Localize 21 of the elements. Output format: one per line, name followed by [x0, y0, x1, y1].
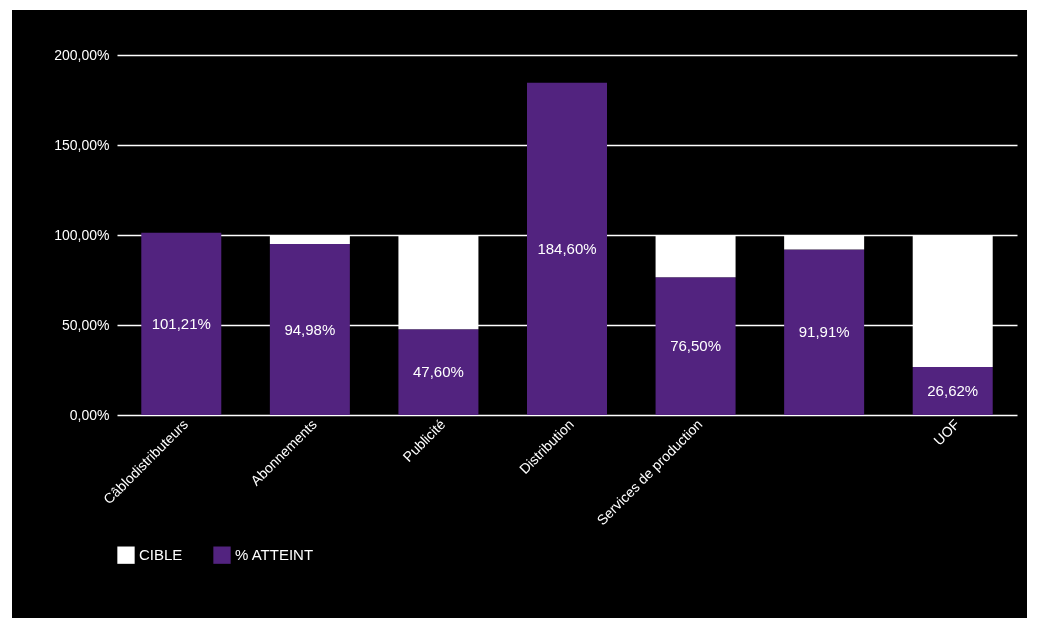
data-label: 47,60%: [412, 363, 464, 381]
y-tick-label: 200,00%: [54, 46, 110, 63]
data-label: 101,21%: [151, 314, 211, 332]
legend-label: CIBLE: [139, 546, 183, 564]
y-tick-label: 0,00%: [69, 406, 110, 423]
data-label: 76,50%: [670, 337, 722, 355]
bar: [398, 329, 479, 415]
bar: [527, 82, 607, 415]
bar: [912, 367, 993, 415]
data-label: 91,91%: [798, 323, 850, 341]
bar: [784, 249, 865, 415]
bar: [141, 232, 222, 415]
data-label: 184,60%: [537, 239, 597, 257]
data-label: 94,98%: [284, 320, 336, 338]
bar: [269, 244, 350, 415]
bar: [655, 277, 736, 415]
y-tick-label: 100,00%: [54, 226, 110, 243]
data-label: 26,62%: [927, 382, 979, 400]
y-tick-label: 150,00%: [54, 136, 110, 153]
legend-label: % ATTEINT: [235, 546, 314, 564]
y-tick-label: 50,00%: [62, 316, 110, 333]
